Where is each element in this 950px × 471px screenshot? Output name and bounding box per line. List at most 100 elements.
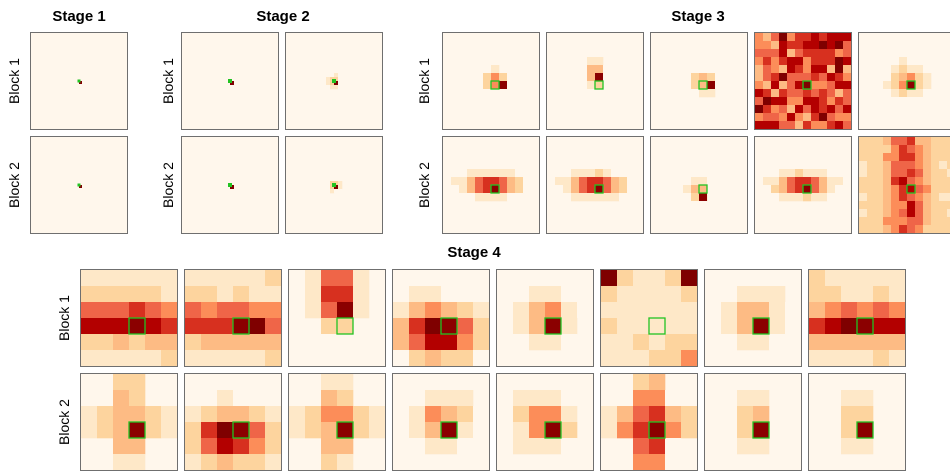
heatmap-cell: [483, 81, 492, 90]
heatmap-cell: [330, 185, 335, 190]
heatmap-cell: [563, 169, 572, 178]
heatmap-cell: [835, 97, 844, 106]
heatmap-cell: [161, 406, 177, 423]
heatmap-cell: [787, 97, 796, 106]
heatmap-cell: [475, 193, 484, 202]
heatmap-cell: [113, 318, 130, 335]
heatmap-cell: [201, 406, 218, 423]
heatmap-cell: [795, 193, 804, 202]
heatmap-cell: [683, 193, 692, 202]
heatmap-cell: [787, 49, 796, 58]
heatmap-cell: [843, 41, 851, 50]
heatmap-cell: [795, 105, 804, 114]
heatmap-cell: [737, 390, 754, 407]
heatmap-cell: [161, 318, 177, 335]
heatmap-cell: [699, 81, 708, 90]
heatmap-cell: [931, 201, 940, 210]
heatmap-cell: [825, 334, 842, 351]
heatmap-cell: [873, 270, 890, 287]
heatmap-cell: [891, 225, 900, 233]
heatmap-cell: [857, 390, 874, 407]
stage-title: Stage 3: [671, 8, 725, 25]
heatmap-cell: [867, 193, 876, 202]
heatmap-cell: [587, 89, 596, 98]
heatmap-cell: [571, 177, 580, 186]
heatmap-cell: [603, 185, 612, 194]
query-marker: [698, 184, 708, 194]
heatmap-cell: [907, 65, 916, 74]
heatmap-cell: [579, 177, 588, 186]
heatmap-cell: [707, 177, 716, 186]
heatmap-cell: [338, 73, 343, 78]
heatmap-cell: [499, 177, 508, 186]
heatmap-cell: [249, 350, 266, 366]
heatmap-cell: [579, 185, 588, 194]
heatmap-cell: [145, 406, 162, 423]
heatmap-cell: [931, 161, 940, 170]
attention-map-panel: [754, 32, 852, 130]
heatmap-cell: [334, 77, 339, 82]
heatmap-cell: [353, 286, 370, 303]
heatmap-cell: [811, 105, 820, 114]
heatmap-cell: [931, 209, 940, 218]
heatmap-cell: [699, 65, 708, 74]
heatmap-cell: [803, 89, 812, 98]
heatmap-cell: [857, 286, 874, 303]
query-marker: [594, 80, 604, 90]
heatmap-cell: [617, 334, 634, 351]
heatmap-cell: [249, 390, 266, 407]
heatmap-cell: [809, 286, 826, 303]
heatmap-cell: [113, 390, 130, 407]
heatmap-cell: [819, 33, 828, 42]
heatmap-cell: [649, 302, 666, 319]
heatmap-cell: [825, 286, 842, 303]
heatmap-cell: [795, 81, 804, 90]
heatmap-cell: [441, 350, 458, 366]
heatmap-cell: [97, 350, 114, 366]
heatmap-cell: [691, 89, 700, 98]
heatmap-cell: [515, 169, 524, 178]
heatmap-cell: [803, 121, 812, 129]
heatmap-cell: [393, 318, 410, 335]
heatmap-cell: [875, 153, 884, 162]
heatmap-cell: [715, 81, 724, 90]
attention-map-panel: [285, 136, 383, 234]
heatmap-cell: [891, 217, 900, 226]
heatmap-cell: [681, 302, 697, 319]
heatmap-cell: [441, 286, 458, 303]
heatmap-cell: [841, 406, 858, 423]
heatmap-cell: [483, 89, 492, 98]
heatmap-cell: [529, 334, 546, 351]
heatmap-cell: [491, 193, 500, 202]
peak-attention-cell: [595, 185, 603, 193]
heatmap-cell: [763, 57, 772, 66]
heatmap-cell: [545, 390, 562, 407]
heatmap-cell: [113, 454, 130, 470]
heatmap-cell: [931, 137, 940, 146]
heatmap-cell: [867, 201, 876, 210]
heatmap-cell: [883, 169, 892, 178]
heatmap-cell: [915, 65, 924, 74]
attention-map-panel: [285, 32, 383, 130]
heatmap-cell: [803, 177, 812, 186]
attention-map-panel: [442, 32, 540, 130]
heatmap-cell: [633, 422, 650, 439]
heatmap-cell: [425, 390, 442, 407]
heatmap-cell: [265, 318, 281, 335]
heatmap-cell: [409, 318, 426, 335]
heatmap-cell: [779, 73, 788, 82]
heatmap-cell: [907, 209, 916, 218]
heatmap-cell: [883, 81, 892, 90]
heatmap-cell: [875, 225, 884, 233]
heatmap-cell: [873, 286, 890, 303]
heatmap-cell: [843, 73, 851, 82]
heatmap-cell: [843, 89, 851, 98]
heatmap-cell: [907, 225, 916, 233]
heatmap-cell: [321, 406, 338, 423]
attention-map-panel: [392, 373, 490, 471]
heatmap-cell: [467, 169, 476, 178]
heatmap-cell: [915, 161, 924, 170]
heatmap-cell: [737, 302, 754, 319]
heatmap-cell: [113, 286, 130, 303]
heatmap-cell: [337, 374, 354, 391]
